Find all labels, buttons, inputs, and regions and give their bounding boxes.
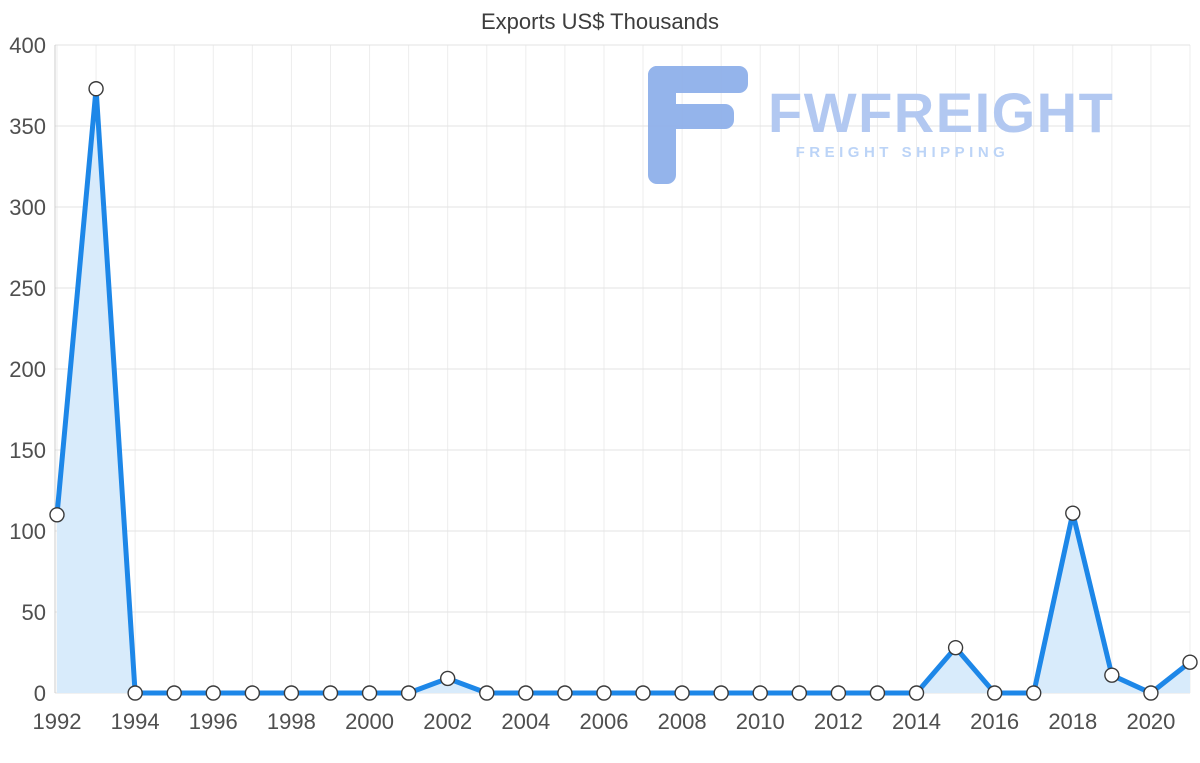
data-point-marker[interactable] — [791, 685, 808, 701]
data-point-marker[interactable] — [713, 685, 729, 701]
x-tick-label: 2002 — [423, 709, 472, 734]
data-point-marker[interactable] — [400, 685, 417, 701]
data-point-marker[interactable] — [1104, 667, 1120, 683]
x-tick-label: 1994 — [111, 709, 160, 734]
x-tick-label: 2020 — [1126, 709, 1175, 734]
area-fill — [57, 88, 1190, 694]
x-tick-label: 2000 — [345, 709, 394, 734]
data-point-marker[interactable] — [127, 685, 143, 701]
data-point-marker[interactable] — [166, 685, 182, 701]
data-point-marker[interactable] — [947, 639, 964, 656]
x-tick-label: 2016 — [970, 709, 1019, 734]
data-point-marker[interactable] — [635, 685, 651, 701]
y-tick-label: 0 — [34, 681, 46, 706]
x-tick-label: 2008 — [658, 709, 707, 734]
data-point-marker[interactable] — [908, 685, 925, 701]
x-tick-label: 2004 — [501, 709, 550, 734]
y-tick-label: 400 — [9, 33, 46, 58]
data-point-marker[interactable] — [752, 685, 768, 701]
chart-title: Exports US$ Thousands — [480, 9, 720, 34]
y-tick-label: 150 — [9, 438, 46, 463]
x-tick-label: 2018 — [1048, 709, 1097, 734]
x-tick-label: 1992 — [33, 709, 82, 734]
data-point-marker[interactable] — [830, 685, 847, 701]
x-tick-label: 1998 — [267, 709, 316, 734]
data-point-marker[interactable] — [1182, 654, 1198, 670]
data-point-marker[interactable] — [205, 685, 221, 701]
data-point-marker[interactable] — [674, 685, 690, 701]
y-tick-label: 300 — [9, 195, 46, 220]
data-point-marker[interactable] — [322, 685, 339, 701]
data-point-marker[interactable] — [439, 670, 456, 687]
data-point-marker[interactable] — [88, 81, 104, 97]
data-point-marker[interactable] — [244, 685, 261, 701]
data-point-marker[interactable] — [869, 685, 886, 701]
series-line — [54, 86, 1193, 696]
x-tick-label: 2012 — [814, 709, 863, 734]
x-tick-label: 2006 — [579, 709, 628, 734]
data-point-marker[interactable] — [1026, 685, 1042, 701]
data-point-marker[interactable] — [479, 685, 495, 701]
y-tick-label: 200 — [9, 357, 46, 382]
y-tick-label: 350 — [9, 114, 46, 139]
data-point-marker[interactable] — [1065, 505, 1081, 521]
y-tick-label: 50 — [22, 600, 46, 625]
data-point-marker[interactable] — [557, 685, 573, 701]
y-tick-label: 250 — [9, 276, 46, 301]
x-tick-label: 1996 — [189, 709, 238, 734]
data-point-marker[interactable] — [361, 685, 378, 701]
data-point-marker[interactable] — [1143, 685, 1159, 701]
data-point-marker[interactable] — [518, 685, 534, 701]
x-tick-label: 2014 — [892, 709, 941, 734]
y-tick-label: 100 — [9, 519, 46, 544]
data-point-marker[interactable] — [986, 685, 1003, 701]
data-point-marker[interactable] — [596, 685, 612, 701]
x-tick-label: 2010 — [736, 709, 785, 734]
data-point-marker[interactable] — [49, 507, 65, 523]
data-point-marker[interactable] — [283, 685, 300, 701]
